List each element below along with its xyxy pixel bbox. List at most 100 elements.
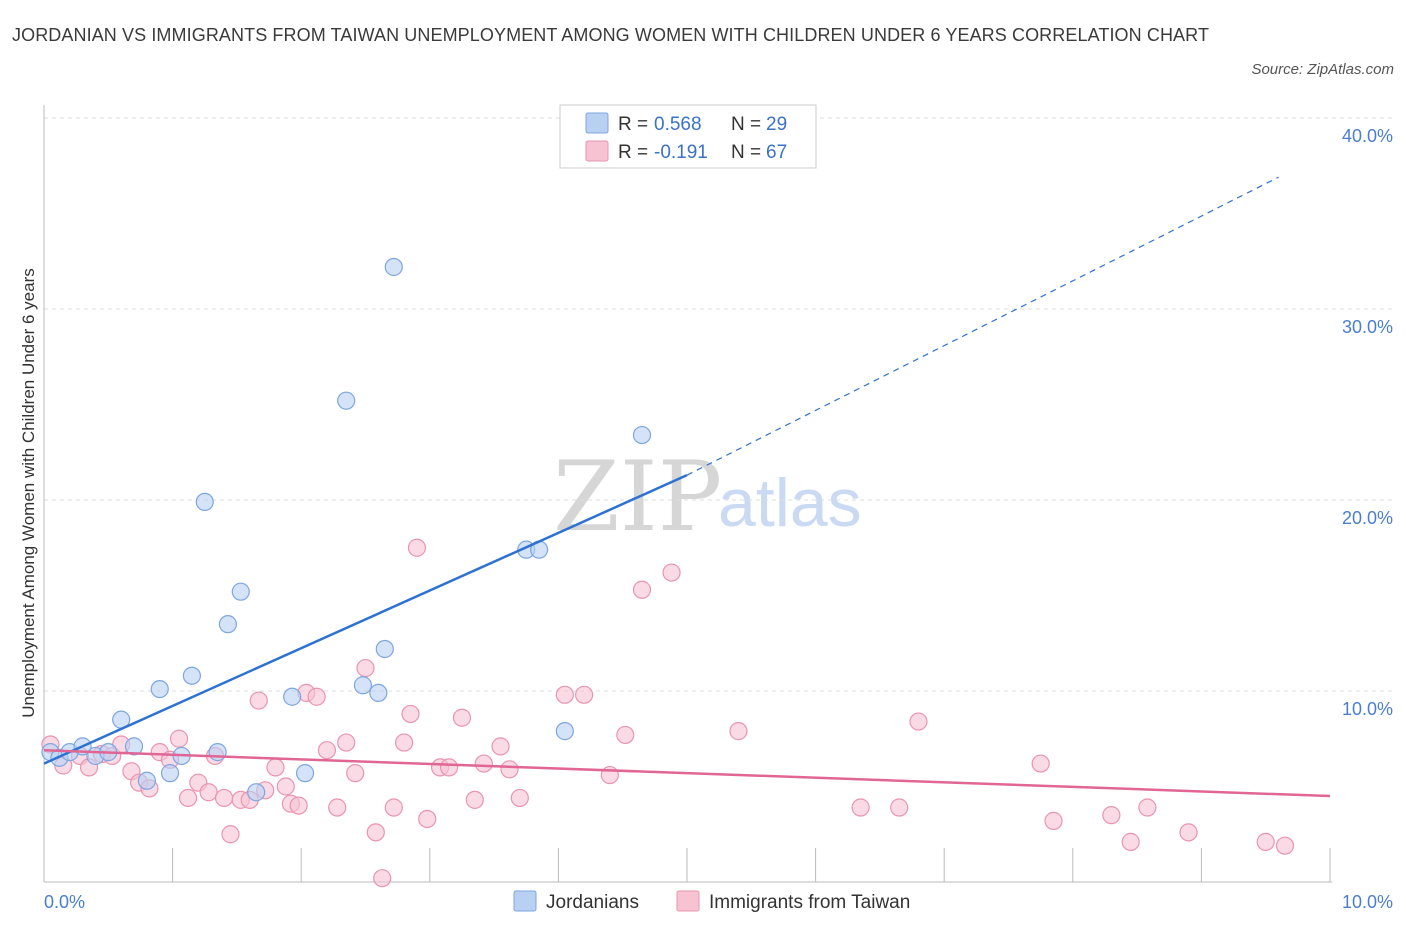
taiwan-point [491,737,510,756]
taiwan-point [373,869,392,888]
bottom-legend-swatch-jordanians [513,890,537,912]
taiwan-point [356,658,375,678]
y-axis-ticks: 10.0% 20.0% 30.0% 40.0% [1342,126,1393,719]
legend-r-value-1: -0.191 [654,142,708,163]
x-tick-label-max: 10.0% [1342,892,1393,912]
y-tick-label: 40.0% [1342,126,1393,146]
jordanian-point [384,257,403,277]
taiwan-point [407,538,427,557]
x-tick-label-min: 0.0% [44,892,85,912]
source-label: Source: ZipAtlas.com [1251,61,1394,78]
taiwan-point [632,580,652,599]
taiwan-point [1121,832,1140,851]
taiwan-point [575,685,594,704]
series-legend: Jordanians Immigrants from Taiwan [513,890,910,913]
y-axis-label: Unemployment Among Women with Children U… [19,268,38,717]
jordanian-point [137,771,156,790]
taiwan-point [221,825,240,844]
y-tick-label: 30.0% [1342,317,1393,337]
taiwan-point [289,796,308,815]
bottom-legend-swatch-taiwan [676,890,700,912]
taiwan-point [616,725,635,745]
series-taiwan-points [41,538,1295,888]
taiwan-point [729,722,748,741]
taiwan-point [401,704,420,724]
taiwan-point [384,798,403,817]
bottom-legend-label-jordanians: Jordanians [546,892,639,913]
jordanian-point [247,783,266,802]
taiwan-point [169,729,189,748]
taiwan-point [851,798,870,817]
legend-r-label-0: R = [618,114,648,135]
taiwan-point [1138,798,1157,817]
jordanian-point [160,764,180,783]
taiwan-point [909,712,928,731]
y-tick-label: 20.0% [1342,508,1393,528]
taiwan-point [500,760,519,779]
bottom-legend-label-taiwan: Immigrants from Taiwan [709,892,910,913]
taiwan-point [555,685,574,704]
chart-title: JORDANIAN VS IMMIGRANTS FROM TAIWAN UNEM… [12,25,1210,45]
taiwan-point [510,788,529,808]
jordanian-point [337,391,356,410]
legend-n-label-0: N = [731,114,761,135]
taiwan-point [1179,823,1198,842]
jordanian-point [375,639,394,659]
taiwan-point [418,809,437,829]
legend-r-label-1: R = [618,142,648,163]
legend-n-value-0: 29 [766,114,787,135]
taiwan-point [366,823,385,842]
taiwan-point [1031,754,1050,773]
jordanian-point [208,743,227,762]
legend-n-value-1: 67 [766,142,787,163]
legend-r-value-0: 0.568 [654,114,702,135]
trend-lines [43,176,1331,798]
taiwan-point [452,708,472,727]
taiwan-point [249,691,268,710]
taiwan-trend-line [43,748,1331,798]
taiwan-point [328,798,347,817]
jordanian-point [182,666,201,685]
jordanian-point [124,737,144,756]
taiwan-point [178,788,198,808]
jordanian-point [555,722,574,741]
taiwan-point [1275,836,1295,855]
taiwan-point [465,790,484,809]
jordanian-point [195,492,214,512]
taiwan-point [276,777,295,796]
jordanian-point [218,615,237,634]
taiwan-point [890,798,909,817]
jordanian-point [295,764,315,783]
jordanians-trend-line [43,474,688,765]
taiwan-point [1102,806,1121,825]
watermark-atlas: atlas [718,465,862,541]
correlation-legend: R = 0.568 N = 29 R = -0.191 N = 67 [559,104,817,169]
taiwan-point [1256,832,1275,851]
jordanian-point [353,676,373,695]
taiwan-point [199,783,218,802]
jordanian-point [632,425,652,445]
x-axis-ticks [43,848,1331,882]
legend-n-label-1: N = [731,142,761,163]
jordanian-point [150,679,169,699]
legend-swatch-taiwan [585,140,609,162]
jordanians-trend-extension [686,176,1279,476]
taiwan-point [1044,811,1063,830]
taiwan-point [337,733,356,752]
taiwan-point [317,741,337,760]
taiwan-point [474,754,493,773]
taiwan-point [662,563,681,582]
taiwan-point [346,764,365,783]
jordanian-point [283,687,302,706]
taiwan-point [307,687,326,706]
taiwan-point [394,733,414,752]
taiwan-point [439,758,459,777]
taiwan-point [266,758,285,777]
grid-lines [44,117,1393,692]
taiwan-point [214,788,234,808]
jordanian-point [231,582,250,601]
jordanian-point [369,683,388,703]
y-tick-label: 10.0% [1342,699,1393,719]
legend-swatch-jordanians [585,112,609,134]
